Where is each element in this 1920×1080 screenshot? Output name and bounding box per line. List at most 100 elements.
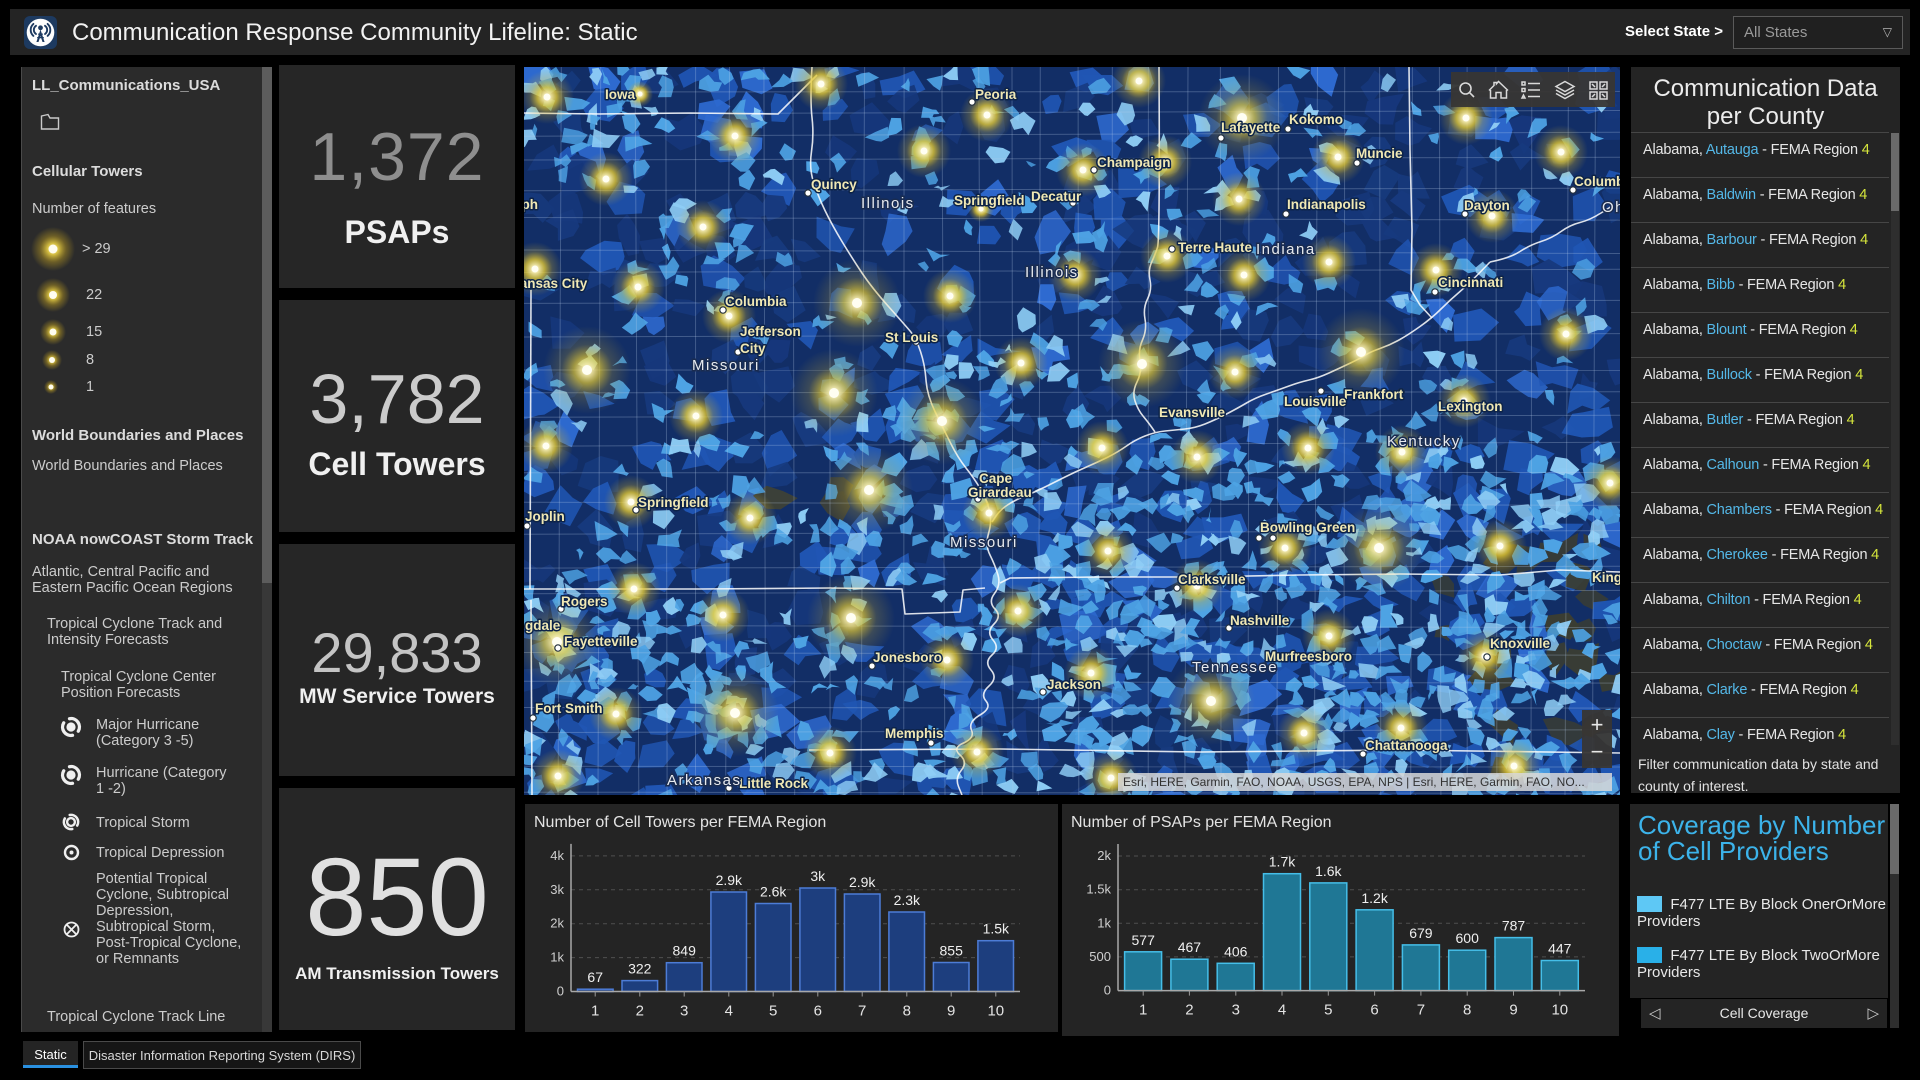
svg-text:2.9k: 2.9k [849, 874, 876, 890]
svg-text:6: 6 [1370, 1002, 1378, 1019]
svg-text:8: 8 [903, 1003, 911, 1020]
svg-text:Muncie: Muncie [1356, 146, 1403, 161]
svg-text:6: 6 [814, 1003, 822, 1020]
svg-text:406: 406 [1224, 943, 1248, 959]
svg-text:467: 467 [1178, 939, 1202, 955]
svg-text:7: 7 [858, 1003, 866, 1020]
svg-text:Missouri: Missouri [692, 357, 760, 374]
svg-text:Terre Haute: Terre Haute [1178, 240, 1253, 255]
svg-text:Dayton: Dayton [1464, 198, 1510, 213]
svg-text:1k: 1k [550, 950, 564, 965]
svg-text:0: 0 [1104, 983, 1111, 998]
svg-text:Chattanooga: Chattanooga [1365, 738, 1448, 753]
svg-text:Evansville: Evansville [1159, 405, 1226, 420]
svg-text:849: 849 [673, 943, 697, 959]
svg-text:67: 67 [587, 969, 603, 985]
svg-text:2: 2 [1185, 1002, 1193, 1019]
svg-text:Kansas City: Kansas City [524, 276, 588, 291]
svg-text:1.5k: 1.5k [983, 921, 1010, 937]
svg-text:1.6k: 1.6k [1315, 863, 1342, 879]
svg-text:4: 4 [725, 1003, 733, 1020]
svg-text:3k: 3k [810, 868, 826, 884]
svg-text:Knoxville: Knoxville [1490, 636, 1551, 651]
svg-text:Illinois: Illinois [1025, 264, 1079, 281]
svg-text:Cincinnati: Cincinnati [1438, 275, 1503, 290]
svg-text:Louisville: Louisville [1284, 394, 1347, 409]
svg-text:1.2k: 1.2k [1361, 890, 1388, 906]
svg-text:Fayetteville: Fayetteville [564, 634, 638, 649]
svg-text:9: 9 [947, 1003, 955, 1020]
svg-text:City: City [740, 341, 766, 356]
svg-text:eph: eph [524, 197, 538, 212]
svg-text:4: 4 [1278, 1002, 1286, 1019]
svg-text:Kentucky: Kentucky [1387, 433, 1461, 450]
svg-text:8: 8 [1463, 1002, 1471, 1019]
svg-text:Kokomo: Kokomo [1289, 112, 1343, 127]
svg-text:787: 787 [1502, 918, 1526, 934]
svg-text:2.3k: 2.3k [894, 892, 921, 908]
svg-text:2k: 2k [1097, 848, 1111, 863]
svg-text:Jefferson: Jefferson [740, 324, 801, 339]
svg-text:Girardeau: Girardeau [968, 485, 1032, 500]
svg-text:Nashville: Nashville [1230, 613, 1290, 628]
svg-text:5: 5 [769, 1003, 777, 1020]
svg-text:Springfield: Springfield [954, 193, 1025, 208]
svg-text:10: 10 [1551, 1002, 1568, 1019]
svg-text:Tennessee: Tennessee [1192, 659, 1278, 676]
svg-text:Lafayette: Lafayette [1221, 120, 1281, 135]
svg-text:1.5k: 1.5k [1086, 882, 1111, 897]
svg-text:Illinois: Illinois [861, 195, 915, 212]
svg-text:322: 322 [628, 961, 652, 977]
svg-text:Decatur: Decatur [1031, 189, 1082, 204]
svg-text:Number of Cell Towers per FEMA: Number of Cell Towers per FEMA Region [534, 814, 826, 831]
svg-text:500: 500 [1089, 949, 1111, 964]
svg-text:Fort Smith: Fort Smith [535, 701, 603, 716]
svg-text:855: 855 [940, 943, 964, 959]
svg-text:10: 10 [987, 1003, 1004, 1020]
svg-text:0: 0 [557, 984, 564, 999]
svg-text:679: 679 [1409, 925, 1433, 941]
svg-text:Peoria: Peoria [975, 87, 1017, 102]
svg-text:Lexington: Lexington [1438, 399, 1503, 414]
svg-text:Jackson: Jackson [1047, 677, 1101, 692]
svg-text:Jonesboro: Jonesboro [873, 650, 942, 665]
svg-text:St Louis: St Louis [885, 330, 938, 345]
svg-text:gdale: gdale [525, 618, 561, 633]
svg-text:1: 1 [1139, 1002, 1147, 1019]
svg-text:2: 2 [636, 1003, 644, 1020]
svg-text:Kingsp: Kingsp [1592, 570, 1620, 585]
svg-text:3k: 3k [550, 882, 564, 897]
svg-text:600: 600 [1456, 930, 1480, 946]
svg-text:Ohio: Ohio [1602, 199, 1620, 216]
svg-text:Cape: Cape [979, 471, 1013, 486]
svg-text:577: 577 [1132, 932, 1156, 948]
svg-text:Columbia: Columbia [725, 294, 787, 309]
svg-text:Clarksville: Clarksville [1178, 572, 1246, 587]
svg-text:Memphis: Memphis [885, 726, 944, 741]
svg-text:Murfreesboro: Murfreesboro [1265, 649, 1352, 664]
svg-text:Missouri: Missouri [950, 534, 1018, 551]
svg-text:1.7k: 1.7k [1269, 854, 1296, 870]
svg-text:3: 3 [680, 1003, 688, 1020]
svg-text:Springfield: Springfield [638, 495, 709, 510]
svg-text:Iowa: Iowa [605, 87, 635, 102]
svg-text:Bowling Green: Bowling Green [1260, 520, 1355, 535]
svg-text:3: 3 [1232, 1002, 1240, 1019]
svg-text:9: 9 [1509, 1002, 1517, 1019]
svg-text:Quincy: Quincy [811, 177, 857, 192]
svg-text:Champaign: Champaign [1097, 155, 1171, 170]
svg-text:2.9k: 2.9k [716, 872, 743, 888]
svg-text:Arkansas: Arkansas [667, 772, 742, 789]
svg-text:2.6k: 2.6k [760, 884, 787, 900]
svg-text:Frankfort: Frankfort [1344, 387, 1404, 402]
svg-text:Little Rock: Little Rock [739, 776, 809, 791]
svg-text:447: 447 [1548, 941, 1572, 957]
svg-text:4k: 4k [550, 848, 564, 863]
svg-text:1: 1 [591, 1003, 599, 1020]
svg-text:Rogers: Rogers [561, 594, 608, 609]
svg-text:Columbus: Columbus [1574, 174, 1620, 189]
svg-text:7: 7 [1417, 1002, 1425, 1019]
svg-text:Indianapolis: Indianapolis [1287, 197, 1366, 212]
svg-text:5: 5 [1324, 1002, 1332, 1019]
svg-text:Number of PSAPs per FEMA Regio: Number of PSAPs per FEMA Region [1071, 814, 1332, 831]
